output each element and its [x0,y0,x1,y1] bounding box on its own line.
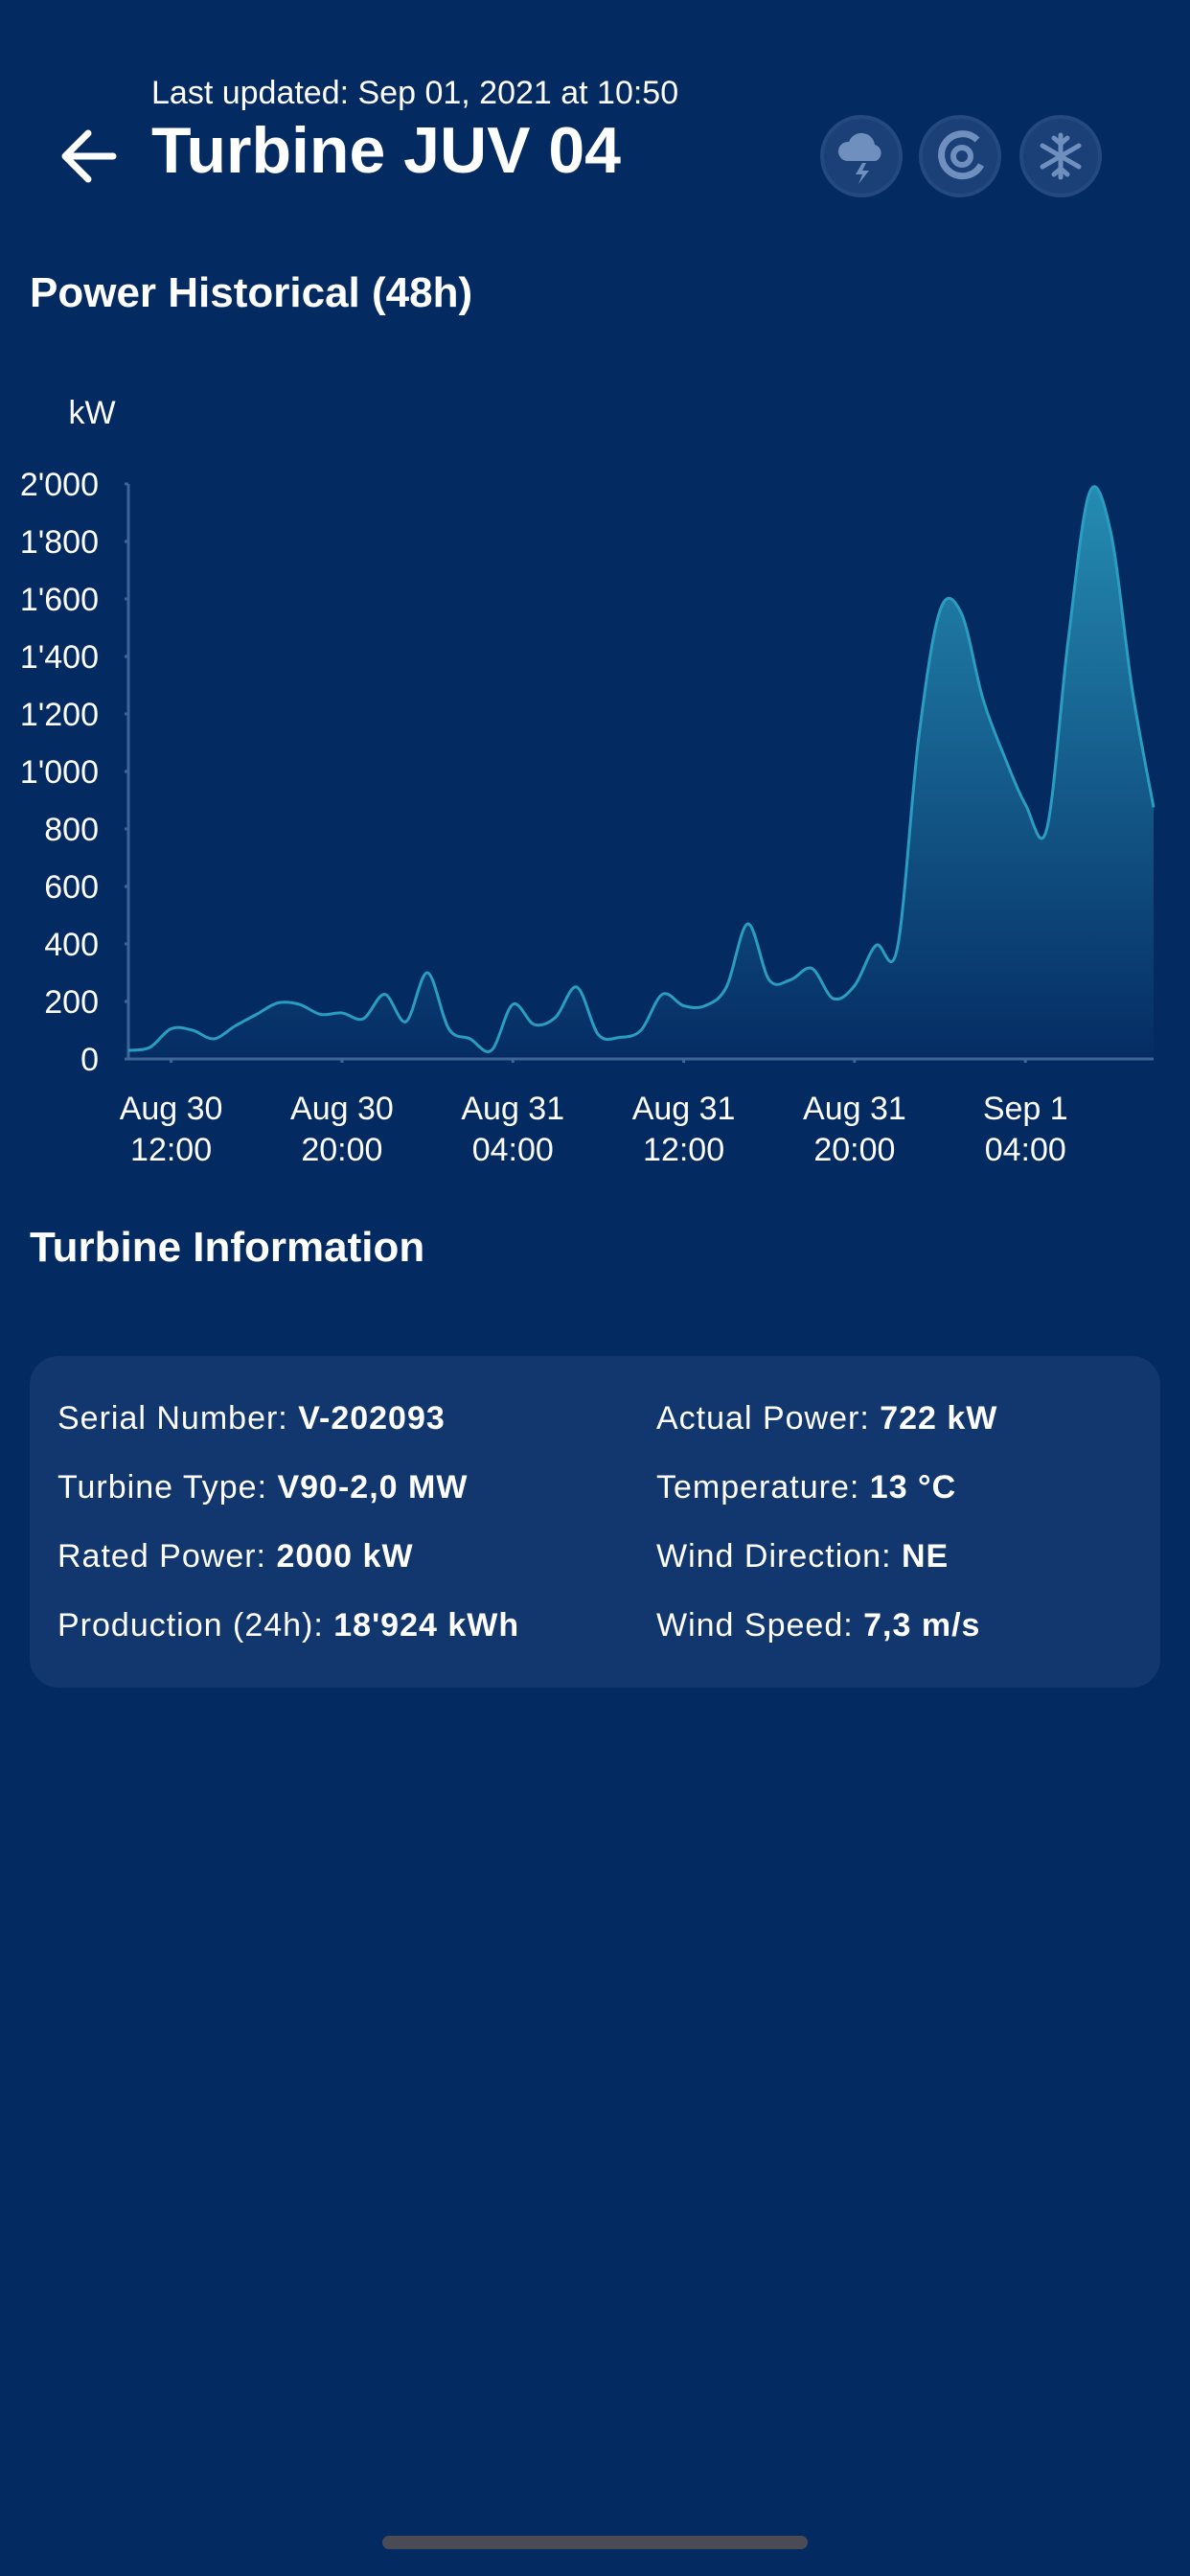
home-indicator [382,2536,808,2549]
eye [950,145,973,168]
info-item: Serial Number: V-202093 [57,1400,446,1438]
info-label: Wind Direction: [656,1538,892,1575]
info-value: V-202093 [298,1400,446,1437]
line [127,485,1156,1053]
info-label: Wind Speed: [656,1607,854,1644]
y-tick-label: 1'000 [20,754,99,791]
spiral [938,130,985,180]
section-title: Turbine Information [30,1224,424,1271]
storm-icon[interactable] [820,115,903,197]
back-button[interactable] [61,129,117,183]
snow-icon[interactable] [1019,115,1102,197]
y-tick-label: 0 [80,1042,99,1078]
page-title: Turbine JUV 04 [151,114,621,187]
info-item: Temperature: 13 °C [656,1469,956,1506]
x-tick-label: Aug 30 12:00 [120,1091,223,1168]
info-value: 722 kW [880,1400,998,1437]
icon-circle[interactable] [919,115,1001,197]
bolt [856,163,869,184]
y-axis-label: kW [68,395,115,431]
x-tick-label: Aug 31 04:00 [461,1091,564,1168]
cloud [837,132,881,161]
y-tick-label: 1'200 [20,697,99,733]
last-updated: Last updated: Sep 01, 2021 at 10:50 [151,75,678,111]
y-tick-label: 2'000 [20,467,99,503]
info-label: Turbine Type: [57,1469,268,1506]
info-item: Wind Direction: NE [656,1538,949,1576]
y-tick-label: 600 [44,869,99,906]
y-tick-label: 1'400 [20,639,99,676]
info-value: 13 °C [869,1469,957,1506]
info-label: Production (24h): [57,1607,324,1644]
section-title: Power Historical (48h) [30,269,472,316]
info-item: Production (24h): 18'924 kWh [57,1607,519,1644]
y-tick-label: 200 [44,984,99,1021]
info-item: Actual Power: 722 kW [656,1400,997,1438]
info-label: Rated Power: [57,1538,266,1575]
x-tick-label: Aug 31 20:00 [803,1091,906,1168]
area [128,486,1154,1059]
hurricane-icon[interactable] [919,115,1001,197]
info-value: 7,3 m/s [863,1607,981,1644]
info-item: Turbine Type: V90-2,0 MW [57,1469,468,1506]
back-arrow[interactable] [61,129,117,183]
snowflake [1040,132,1082,180]
y-tick-label: 400 [44,927,99,963]
x-tick-label: Aug 31 12:00 [632,1091,736,1168]
info-value: NE [901,1538,950,1575]
x-tick-label: Aug 30 20:00 [290,1091,394,1168]
info-item: Rated Power: 2000 kW [57,1538,414,1576]
y-tick-label: 1'600 [20,582,99,618]
info-label: Actual Power: [656,1400,870,1437]
y-tick-label: 1'800 [20,524,99,561]
info-value: V90-2,0 MW [277,1469,469,1506]
info-value: 2000 kW [276,1538,414,1575]
y-tick-label: 800 [44,812,99,848]
info-label: Temperature: [656,1469,860,1506]
info-card: Serial Number: V-202093 Actual Power: 722… [30,1356,1160,1688]
info-value: 18'924 kWh [333,1607,520,1644]
info-item: Wind Speed: 7,3 m/s [656,1607,980,1644]
info-label: Serial Number: [57,1400,288,1437]
x-tick-label: Sep 1 04:00 [983,1091,1068,1168]
